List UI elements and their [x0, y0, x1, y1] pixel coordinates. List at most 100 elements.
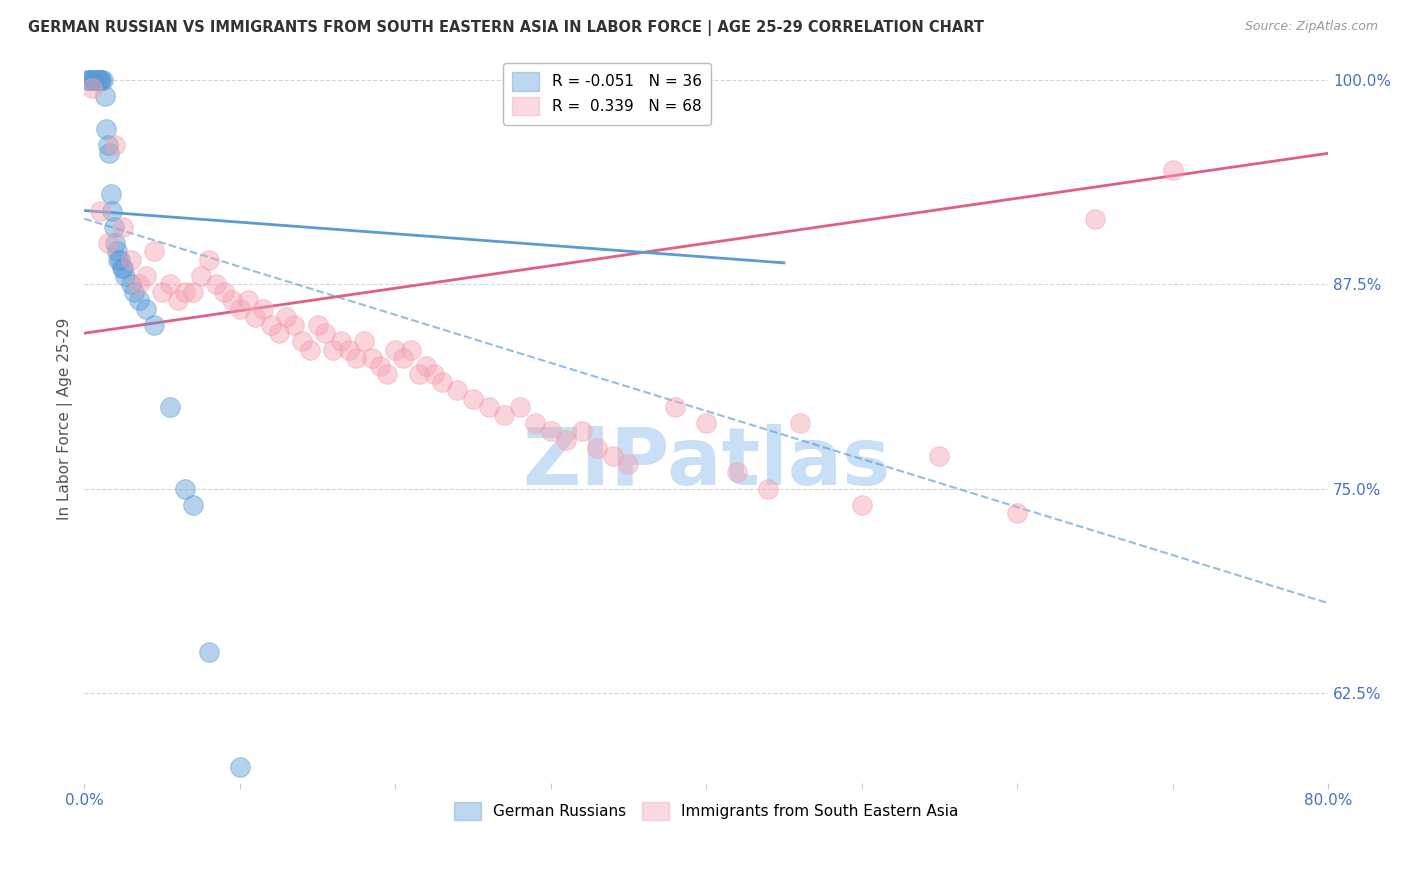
Text: ZIPatlas: ZIPatlas: [522, 424, 890, 502]
Point: [104, 236, 127, 251]
Point: [107, 252, 129, 267]
Point: [114, 268, 136, 283]
Point: [540, 425, 562, 439]
Point: [307, 318, 329, 332]
Point: [159, 400, 181, 414]
Point: [122, 285, 145, 300]
Point: [1084, 211, 1107, 226]
Point: [368, 359, 391, 373]
Point: [291, 334, 314, 349]
Point: [789, 416, 811, 430]
Point: [135, 268, 157, 283]
Point: [384, 343, 406, 357]
Point: [101, 203, 124, 218]
Point: [586, 441, 609, 455]
Point: [695, 416, 717, 430]
Point: [509, 400, 531, 414]
Point: [461, 392, 484, 406]
Point: [361, 351, 384, 365]
Y-axis label: In Labor Force | Age 25-29: In Labor Force | Age 25-29: [58, 318, 73, 520]
Point: [143, 318, 166, 332]
Point: [322, 343, 344, 357]
Point: [353, 334, 375, 349]
Point: [181, 498, 204, 512]
Point: [128, 277, 150, 292]
Point: [524, 416, 547, 430]
Point: [252, 301, 274, 316]
Point: [190, 268, 212, 283]
Point: [337, 343, 360, 357]
Point: [928, 449, 950, 463]
Point: [423, 367, 446, 381]
Point: [100, 187, 122, 202]
Point: [415, 359, 437, 373]
Point: [159, 277, 181, 292]
Point: [571, 425, 593, 439]
Point: [430, 376, 453, 390]
Point: [344, 351, 367, 365]
Point: [602, 449, 624, 463]
Point: [267, 326, 290, 341]
Point: [83, 72, 105, 87]
Point: [229, 760, 252, 774]
Point: [758, 482, 780, 496]
Point: [276, 310, 298, 324]
Point: [112, 219, 135, 234]
Point: [1161, 162, 1184, 177]
Point: [120, 252, 142, 267]
Point: [205, 277, 228, 292]
Point: [245, 310, 267, 324]
Legend: German Russians, Immigrants from South Eastern Asia: German Russians, Immigrants from South E…: [447, 796, 965, 826]
Point: [477, 400, 499, 414]
Point: [329, 334, 352, 349]
Point: [89, 72, 111, 87]
Point: [221, 293, 243, 308]
Point: [283, 318, 305, 332]
Point: [120, 277, 142, 292]
Point: [181, 285, 204, 300]
Point: [97, 138, 120, 153]
Text: Source: ZipAtlas.com: Source: ZipAtlas.com: [1244, 20, 1378, 33]
Point: [664, 400, 686, 414]
Point: [197, 645, 219, 659]
Point: [446, 384, 468, 398]
Point: [1005, 506, 1028, 520]
Point: [76, 72, 98, 87]
Point: [103, 219, 125, 234]
Point: [105, 244, 128, 259]
Point: [851, 498, 873, 512]
Point: [94, 121, 117, 136]
Point: [298, 343, 321, 357]
Point: [84, 72, 107, 87]
Point: [90, 72, 112, 87]
Point: [86, 72, 108, 87]
Point: [110, 260, 132, 275]
Point: [112, 260, 135, 275]
Point: [174, 285, 197, 300]
Point: [89, 72, 111, 87]
Point: [77, 72, 100, 87]
Point: [97, 236, 120, 251]
Point: [93, 89, 115, 103]
Point: [212, 285, 235, 300]
Point: [197, 252, 219, 267]
Point: [150, 285, 173, 300]
Point: [80, 72, 103, 87]
Point: [392, 351, 415, 365]
Point: [260, 318, 283, 332]
Point: [87, 72, 110, 87]
Point: [108, 252, 131, 267]
Point: [143, 244, 166, 259]
Point: [229, 301, 252, 316]
Point: [314, 326, 336, 341]
Point: [236, 293, 259, 308]
Point: [91, 72, 114, 87]
Point: [135, 301, 157, 316]
Point: [399, 343, 422, 357]
Point: [377, 367, 399, 381]
Point: [174, 482, 197, 496]
Point: [617, 457, 640, 471]
Point: [79, 72, 101, 87]
Point: [555, 433, 578, 447]
Point: [408, 367, 430, 381]
